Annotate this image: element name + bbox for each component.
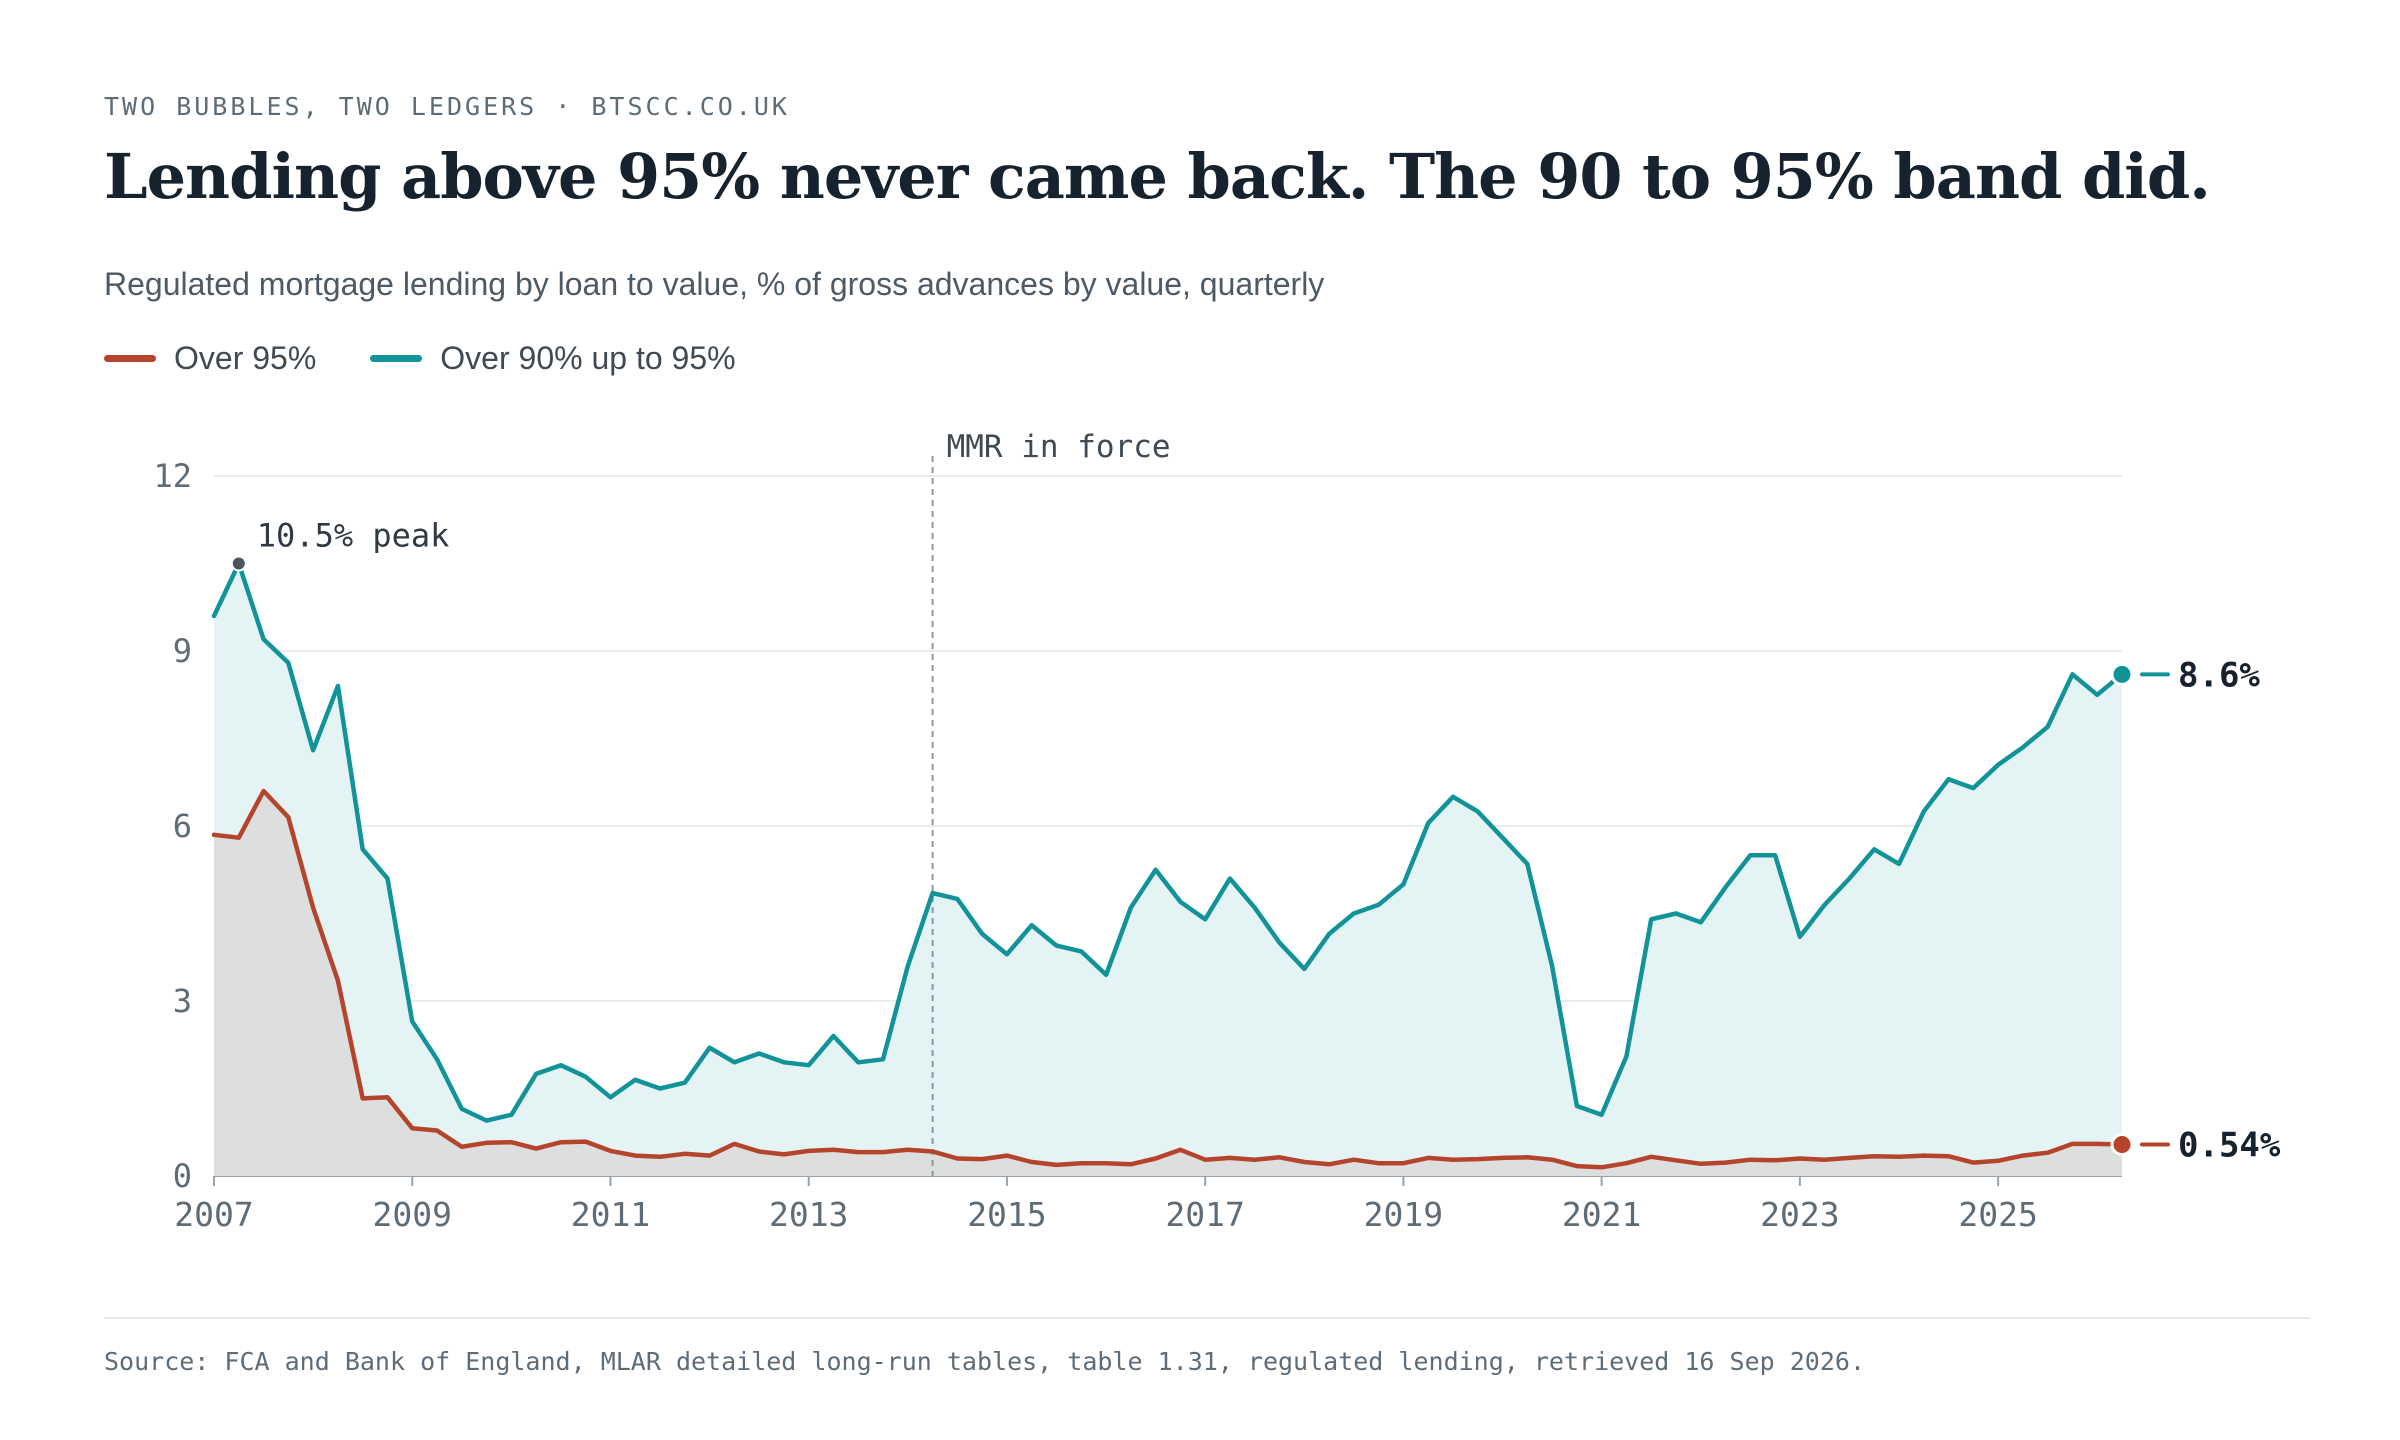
y-tick-label: 12 (153, 457, 192, 495)
series-90-95-end-label: 8.6% (2178, 655, 2260, 695)
footer-divider (104, 1317, 2310, 1319)
y-tick-label: 0 (173, 1157, 192, 1195)
y-tick-label: 9 (173, 632, 192, 670)
legend-item-over-95: Over 95% (104, 340, 316, 377)
series-line-over-95 (211, 788, 2125, 1170)
peak-point (230, 555, 247, 572)
chart-title: Lending above 95% never came back. The 9… (104, 140, 2211, 213)
x-tick-label: 2007 (174, 1195, 253, 1234)
series-90-95-end-point (2110, 662, 2134, 686)
x-tick-label: 2009 (372, 1195, 451, 1234)
kicker: TWO BUBBLES, TWO LEDGERS · BTSCC.CO.UK (104, 92, 790, 121)
source-note: Source: FCA and Bank of England, MLAR de… (104, 1347, 1865, 1376)
legend-label-90-95: Over 90% up to 95% (440, 340, 736, 376)
x-tick-label: 2023 (1760, 1195, 1839, 1234)
x-tick-label: 2019 (1364, 1195, 1443, 1234)
y-tick-label: 6 (173, 807, 192, 845)
legend-item-90-95: Over 90% up to 95% (370, 340, 736, 377)
series-over-95-end-label: 0.54% (2178, 1126, 2281, 1166)
peak-label: 10.5% peak (257, 517, 450, 555)
x-tick-label: 2021 (1562, 1195, 1641, 1234)
x-tick-label: 2025 (1958, 1195, 2037, 1234)
x-tick-label: 2011 (571, 1195, 650, 1234)
chart-subtitle: Regulated mortgage lending by loan to va… (104, 266, 1325, 302)
y-tick-label: 3 (173, 982, 192, 1020)
series-over-95-end-point (2110, 1133, 2134, 1156)
mmr-label: MMR in force (947, 429, 1171, 465)
ltv-lending-chart: 0 3 6 9 12 2007 2009 2011 2013 2015 2017 2019 2021 20… (153, 429, 2281, 1234)
series-line-90-95 (211, 561, 2125, 1123)
area-90-95 (214, 563, 2122, 1176)
x-tick-label: 2017 (1165, 1195, 1244, 1234)
x-tick-label: 2013 (769, 1195, 848, 1234)
legend-swatch-over-95 (104, 355, 156, 362)
area-over-95 (214, 791, 2122, 1176)
legend-swatch-90-95 (370, 355, 423, 362)
legend: Over 95% Over 90% up to 95% (104, 340, 790, 377)
x-tick-label: 2015 (967, 1195, 1046, 1234)
legend-label-over-95: Over 95% (174, 340, 317, 376)
